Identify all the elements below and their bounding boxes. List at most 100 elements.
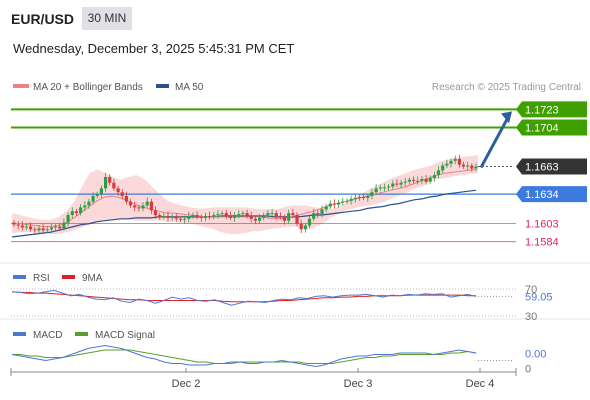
candle-body: [145, 201, 149, 206]
candle-body: [262, 215, 266, 218]
candle-body: [270, 213, 274, 215]
candle-body: [466, 165, 470, 167]
candle-body: [12, 222, 16, 225]
candle-body: [187, 216, 191, 219]
candle-body: [162, 216, 166, 217]
candle-body: [24, 226, 29, 228]
candle-body: [58, 226, 62, 229]
candle-body: [362, 197, 366, 198]
rsi-value-label: 59.05: [525, 291, 553, 303]
level-label: 1.1603: [525, 219, 559, 231]
candle-body: [120, 192, 124, 196]
candle-body: [374, 188, 378, 193]
candle-body: [116, 188, 120, 193]
price-pane: 1.1723 1.1704 1.1663 1.1634 1.1603 1.1584: [11, 101, 587, 249]
candle-body: [274, 213, 278, 216]
candle-body: [387, 186, 391, 188]
candle-body: [382, 187, 386, 189]
candle-body: [54, 226, 58, 228]
candle-body: [424, 178, 428, 182]
candle-body: [233, 215, 237, 218]
candle-body: [66, 215, 70, 223]
candle-body: [133, 205, 137, 208]
candle-body: [399, 182, 403, 185]
legend-ma20-label: MA 20 + Bollinger Bands: [33, 82, 143, 93]
candle-body: [208, 216, 212, 217]
candle-body: [416, 180, 420, 182]
macd-signal-line: [12, 349, 477, 364]
x-tick-label: Dec 2: [172, 378, 201, 390]
candle-body: [70, 211, 74, 215]
projection-arrowhead: [501, 111, 512, 124]
candle-body: [291, 213, 295, 215]
candle-body: [183, 218, 187, 220]
candle-body: [149, 201, 153, 211]
candle-body: [220, 213, 224, 215]
candle-body: [174, 216, 178, 219]
macd-value-label: 0.00: [525, 349, 546, 361]
candle-body: [445, 163, 449, 166]
candle-body: [74, 211, 78, 214]
candle-body: [312, 213, 316, 219]
candle-body: [99, 188, 103, 195]
macd-pane: 0.00 0: [11, 344, 546, 376]
candle-body: [108, 177, 112, 183]
candle-body: [278, 216, 282, 217]
candle-body: [436, 170, 441, 176]
candle-body: [124, 196, 128, 202]
candle-body: [395, 183, 399, 185]
x-tick-label: Dec 3: [344, 378, 373, 390]
candle-body: [83, 205, 87, 208]
candle-body: [195, 215, 199, 217]
timeframe-badge[interactable]: 30 MIN: [82, 7, 132, 30]
candle-body: [79, 207, 83, 214]
level-tag: [516, 158, 587, 175]
candle-body: [245, 213, 249, 216]
candle-body: [282, 216, 287, 221]
candle-body: [287, 213, 291, 221]
legend-macd-label: MACD: [33, 330, 62, 341]
candle-body: [178, 218, 183, 220]
candle-body: [295, 215, 299, 224]
candle-body: [370, 192, 374, 196]
source-credit: Research © 2025 Trading Central: [432, 82, 581, 93]
candle-body: [33, 229, 37, 231]
candle-body: [391, 183, 395, 187]
candle-body: [470, 165, 474, 169]
rsi-line: [11, 289, 477, 306]
candle-body: [128, 201, 133, 206]
rsi-9ma-line: [11, 291, 476, 303]
candle-body: [366, 196, 370, 198]
legend-9ma-label: 9MA: [82, 273, 103, 284]
candle-body: [303, 225, 307, 230]
candle-body: [449, 160, 453, 164]
level-tag: [516, 186, 587, 203]
candle-body: [241, 213, 245, 215]
pair-label: EUR/USD: [11, 11, 75, 27]
legend-ma20-swatch: [13, 84, 29, 88]
candle-body: [403, 181, 407, 183]
candle-body: [357, 197, 362, 198]
level-label: 1.1663: [525, 162, 559, 174]
candle-body: [349, 198, 353, 201]
legend-macd-signal-label: MACD Signal: [95, 330, 155, 341]
legend-macd-swatch: [13, 332, 26, 336]
candle-body: [166, 216, 170, 218]
candle-body: [299, 223, 303, 230]
legend-rsi-swatch: [13, 275, 26, 279]
candle-body: [249, 216, 253, 219]
candle-body: [91, 196, 95, 202]
macd-line: [11, 344, 477, 368]
candle-body: [37, 228, 41, 231]
candle-body: [407, 179, 411, 182]
candle-body: [453, 158, 457, 161]
legend-9ma-swatch: [62, 275, 75, 279]
candle-body: [95, 194, 99, 196]
ma50-line: [11, 189, 477, 238]
candle-body: [141, 205, 145, 209]
candle-body: [153, 210, 158, 216]
level-label: 1.1584: [525, 237, 559, 249]
legend-rsi-label: RSI: [33, 273, 50, 284]
level-tag: [516, 119, 587, 136]
